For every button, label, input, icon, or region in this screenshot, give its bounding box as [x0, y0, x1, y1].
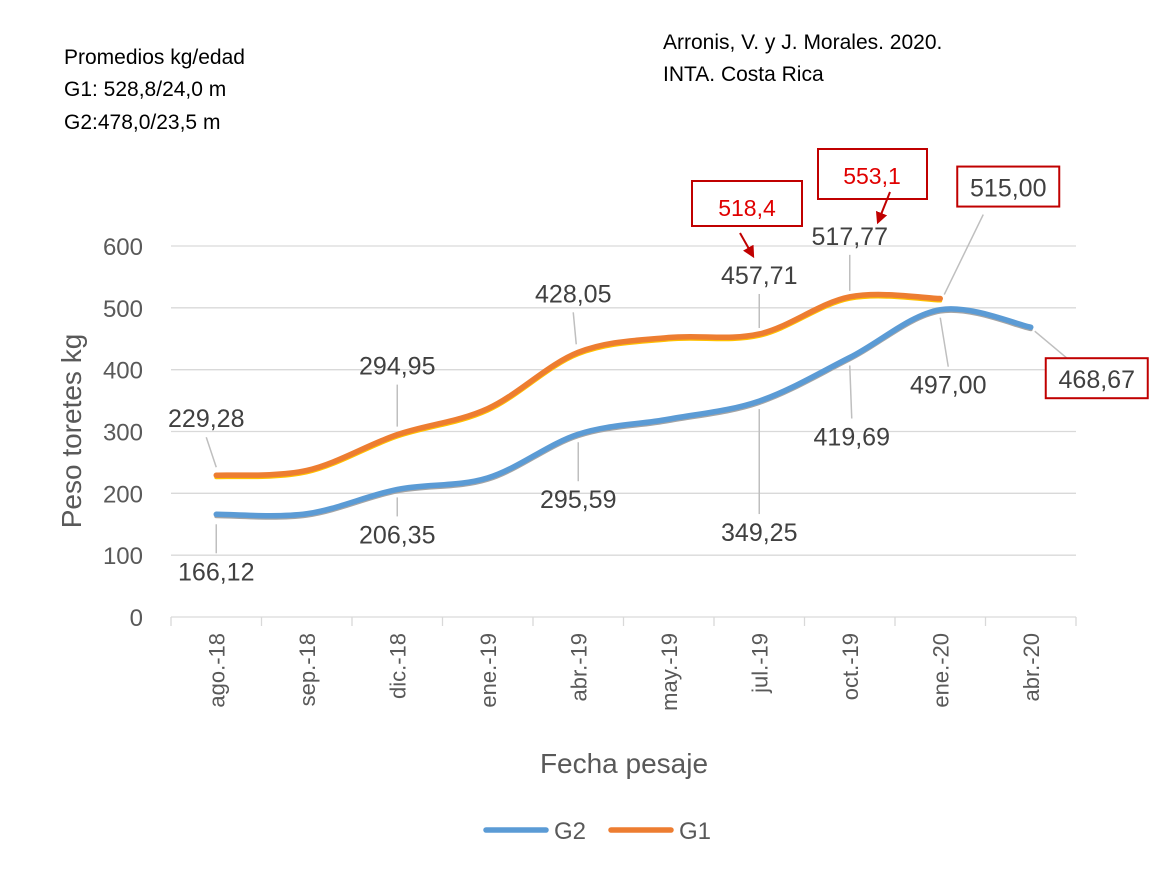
data-label-g2-jul19: 349,25	[721, 519, 797, 547]
legend-label-g2: G2	[554, 818, 586, 845]
data-label-g2-abr19: 295,59	[540, 486, 616, 514]
leader-line-g1-abr19	[572, 312, 577, 345]
x-axis: ago.-18 sep.-18 dic.-18 ene.-19 abr.-19 may.-…	[170, 616, 1077, 711]
leader-lines	[205, 214, 1073, 554]
x-tick-label-abr20: abr.-20	[1019, 633, 1044, 702]
data-label-g2-oct19: 419,69	[814, 423, 890, 451]
data-label-g2-ago18: 166,12	[178, 558, 254, 586]
annotation-text-jul19: 518,4	[718, 195, 776, 221]
data-label-g2-dic18: 206,35	[359, 521, 435, 549]
y-tick-label-0: 0	[130, 605, 143, 632]
leader-line-g2-abr20	[1034, 330, 1073, 363]
annotation-arrow-jul19	[739, 232, 755, 259]
y-tick-label-100: 100	[103, 543, 143, 570]
data-label-g1-ago18: 229,28	[168, 405, 244, 433]
series-lines	[213, 291, 1034, 520]
y-axis-title: Peso toretes kg	[56, 334, 87, 529]
data-label-g1-jul19: 457,71	[721, 262, 797, 290]
leader-line-g1-ago18	[205, 436, 217, 468]
y-tick-label-400: 400	[103, 358, 143, 385]
legend-label-g1: G1	[679, 818, 711, 845]
note-g2-average: G2:478,0/23,5 m	[64, 111, 220, 134]
y-tick-label-300: 300	[103, 420, 143, 447]
series-g1-line	[213, 291, 943, 478]
data-label-g1-dic18: 294,95	[359, 353, 435, 381]
y-tick-label-200: 200	[103, 481, 143, 508]
note-promedios: Promedios kg/edad	[64, 46, 245, 69]
annotation-box-jul19	[691, 180, 803, 227]
data-label-box-g2-abr20	[1044, 357, 1149, 400]
x-tick-label-oct19: oct.-19	[838, 633, 863, 700]
y-tick-label-600: 600	[103, 234, 143, 261]
leader-line-g2-oct19	[849, 365, 853, 419]
x-tick-label-dic18: dic.-18	[385, 633, 410, 699]
source-institution: INTA. Costa Rica	[663, 63, 824, 86]
data-labels: 229,28 166,12 294,95 206,35 428,05 295,59 457,…	[168, 165, 1149, 586]
y-tick-label-500: 500	[103, 296, 143, 323]
x-axis-title: Fecha pesaje	[540, 748, 708, 779]
legend: G2 G1	[483, 818, 711, 845]
series-g2-line	[213, 306, 1034, 519]
x-tick-label-ene19: ene.-19	[476, 633, 501, 708]
callouts: 518,4 553,1	[691, 148, 928, 259]
data-label-box-g1-ene20	[956, 165, 1061, 208]
x-tick-label-ago18: ago.-18	[204, 633, 229, 708]
note-g1-average: G1: 528,8/24,0 m	[64, 78, 226, 101]
x-tick-label-ene20: ene.-20	[928, 633, 953, 708]
data-label-g1-ene20: 515,00	[970, 175, 1046, 203]
leader-line-g2-ene20	[939, 317, 949, 367]
x-tick-label-may19: may.-19	[657, 633, 682, 711]
y-axis: 0 100 200 300 400 500 600	[103, 234, 143, 632]
gridlines	[171, 245, 1076, 556]
annotation-box-oct19	[817, 148, 928, 200]
annotation-arrow-oct19	[875, 191, 891, 225]
leader-line-g1-ene20	[943, 214, 984, 295]
data-label-g2-ene20: 497,00	[910, 372, 986, 400]
annotation-text-oct19: 553,1	[843, 163, 901, 189]
data-label-g1-abr19: 428,05	[535, 280, 611, 308]
x-tick-label-jul19: jul.-19	[747, 633, 772, 694]
source-authors: Arronis, V. y J. Morales. 2020.	[663, 31, 942, 54]
x-tick-label-abr19: abr.-19	[566, 633, 591, 702]
x-tick-label-sep18: sep.-18	[295, 633, 320, 706]
data-label-g2-abr20: 468,67	[1059, 366, 1135, 394]
data-label-g1-oct19: 517,77	[812, 223, 888, 251]
